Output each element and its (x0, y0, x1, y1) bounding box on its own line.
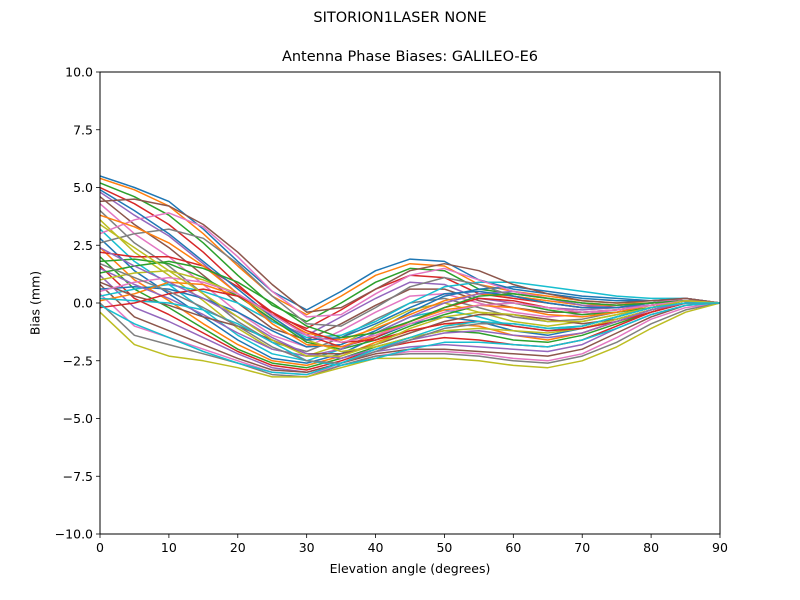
y-tick-label: −10.0 (55, 527, 93, 542)
y-tick-label: 0.0 (73, 296, 93, 311)
x-tick-label: 40 (368, 540, 384, 555)
x-tick-label: 80 (643, 540, 659, 555)
y-tick-label: 5.0 (73, 180, 93, 195)
series-line-33 (100, 260, 720, 339)
series-line-31 (100, 188, 720, 341)
x-tick-label: 90 (712, 540, 728, 555)
series-line-20 (100, 281, 720, 339)
series-line-19 (100, 302, 720, 378)
x-tick-label: 10 (161, 540, 177, 555)
x-tick-label: 60 (505, 540, 521, 555)
figure-suptitle: SITORION1LASER NONE (313, 10, 487, 26)
x-axis-label: Elevation angle (degrees) (329, 561, 491, 576)
y-tick-label: −2.5 (63, 353, 93, 368)
y-tick-label: 7.5 (73, 122, 93, 137)
x-tick-label: 50 (436, 540, 452, 555)
y-axis-label: Bias (mm) (27, 270, 43, 336)
series-line-40 (100, 302, 720, 376)
y-tick-label: 10.0 (65, 65, 93, 80)
series-line-1 (100, 175, 720, 311)
y-tick-label: −5.0 (63, 411, 93, 426)
x-tick-label: 30 (299, 540, 315, 555)
series-line-30 (100, 297, 720, 367)
x-tick-label: 20 (230, 540, 246, 555)
series-line-37 (100, 276, 720, 344)
y-tick-label: −7.5 (63, 469, 93, 484)
series-line-9 (100, 218, 720, 357)
series-line-18 (100, 301, 720, 378)
series-line-39 (100, 223, 720, 357)
x-tick-label: 70 (574, 540, 590, 555)
series-group (100, 175, 720, 378)
x-tick-label: 0 (96, 540, 104, 555)
series-line-17 (100, 292, 720, 376)
chart-title: Antenna Phase Biases: GALILEO-E6 (281, 49, 539, 65)
series-line-36 (100, 198, 720, 313)
series-line-14 (100, 264, 720, 371)
y-tick-label: 2.5 (73, 238, 93, 253)
